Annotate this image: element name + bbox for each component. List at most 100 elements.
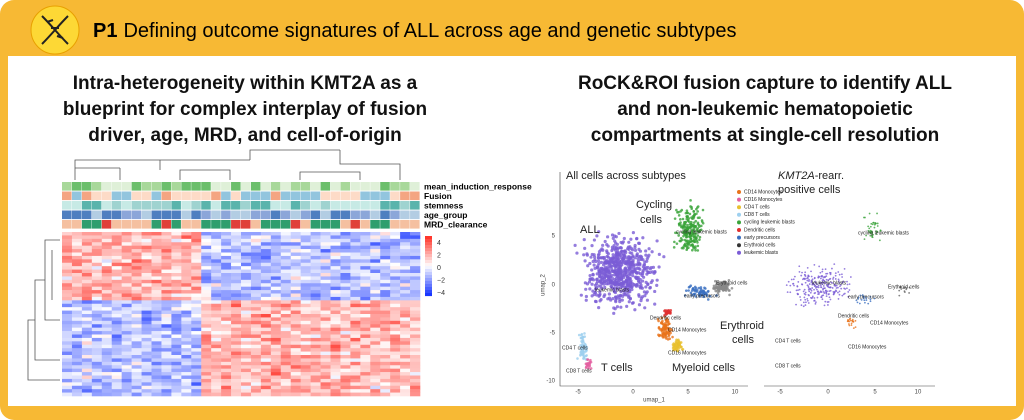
heatmap-cell [151, 273, 162, 277]
heatmap-cell [111, 320, 122, 325]
heatmap-cell [390, 276, 401, 281]
heatmap-cell [221, 293, 232, 298]
heatmap-cell [181, 283, 192, 287]
heatmap-cell [171, 334, 182, 339]
cell-point [840, 287, 843, 290]
annotation-cell [62, 210, 72, 220]
heatmap-cell [221, 303, 232, 308]
cell-point [796, 292, 799, 295]
annotation-cell [201, 210, 211, 220]
cell-point [810, 280, 813, 283]
cell-point [616, 277, 620, 281]
heatmap-cell [260, 238, 272, 243]
cell-point [830, 281, 832, 284]
cell-point [669, 331, 672, 335]
heatmap-cell [201, 372, 212, 376]
cell-point [870, 231, 873, 234]
heatmap-cell [320, 262, 331, 267]
heatmap-cell [201, 255, 212, 260]
heatmap-cell [260, 286, 272, 291]
heatmap-cell [350, 382, 361, 387]
heatmap-cell [390, 334, 401, 339]
heatmap-cell [410, 337, 421, 342]
heatmap-cell [211, 334, 222, 339]
cell-point [590, 294, 594, 298]
heatmap-cell [390, 245, 401, 250]
heatmap-cell [290, 317, 301, 322]
cell-point [694, 237, 698, 240]
cell-point [699, 228, 703, 232]
cell-point [624, 288, 628, 292]
cell-point [675, 208, 678, 212]
heatmap-cell [290, 242, 301, 246]
heatmap-cell [330, 365, 341, 369]
heatmap-cell [360, 378, 371, 383]
heatmap-cell [340, 378, 351, 383]
heatmap-cell [360, 266, 371, 270]
heatmap-cell [191, 361, 202, 366]
heatmap-cell [270, 286, 282, 291]
heatmap-cell [131, 392, 142, 397]
heatmap-cell [81, 259, 93, 264]
heatmap-cell [350, 365, 361, 369]
heatmap-cell [360, 337, 371, 342]
x-tick-label: -5 [777, 390, 783, 396]
heatmap-cell [260, 344, 272, 349]
heatmap-cell [310, 276, 321, 281]
annotation-cell [330, 201, 341, 210]
cell-point [832, 276, 835, 279]
cell-point [611, 269, 615, 273]
y-tick-label: 0 [552, 283, 556, 289]
cluster-label: CD16 Monocytes [668, 350, 707, 356]
cell-point [644, 280, 648, 284]
annotation-cell [131, 182, 142, 191]
heatmap-cell [101, 392, 113, 397]
heatmap-cell [290, 276, 301, 281]
heatmap-cell [221, 327, 232, 332]
region-label: Erythroid [720, 320, 764, 332]
heatmap-cell [360, 355, 371, 359]
heatmap-cell [231, 368, 242, 373]
heatmap-cell [101, 249, 113, 253]
heatmap-cell [111, 378, 122, 383]
annotation-cell [121, 220, 132, 229]
heatmap-cell [340, 327, 351, 332]
heatmap-cell [161, 259, 172, 264]
cell-point [657, 252, 661, 256]
cell-point [589, 255, 593, 259]
heatmap-cell [71, 378, 83, 383]
annotation-cell [211, 201, 221, 210]
cell-point [645, 298, 650, 302]
heatmap-cell [151, 334, 162, 339]
heatmap-cell [201, 355, 212, 359]
heatmap-cell [270, 259, 282, 264]
annotation-cell [91, 210, 102, 220]
cell-point [617, 275, 621, 279]
heatmap-cell [390, 290, 401, 294]
annotation-cell [101, 191, 112, 201]
scale-tick: −2 [437, 277, 445, 284]
annotation-cell [131, 210, 142, 220]
heatmap-cell [181, 249, 192, 253]
heatmap-cell [131, 307, 142, 311]
heatmap-cell [131, 341, 142, 346]
annotation-cell [171, 191, 181, 201]
heatmap-cell [62, 385, 73, 390]
heatmap-cell [121, 375, 132, 380]
heatmap-cell [141, 314, 152, 318]
heatmap-cell [300, 266, 311, 270]
heatmap-cell [250, 324, 262, 328]
heatmap-cell [231, 255, 242, 260]
heatmap-cell [340, 269, 351, 274]
heatmap-cell [390, 358, 401, 363]
cell-point [604, 274, 608, 278]
cell-point [802, 277, 805, 280]
annotation-cell [231, 191, 241, 201]
heatmap-cell [121, 252, 132, 257]
heatmap-cell [62, 389, 73, 393]
heatmap-cell [211, 348, 222, 352]
heatmap-cell [211, 293, 222, 298]
x-axis-label: umap_1 [643, 398, 665, 404]
annotation-cell [81, 210, 92, 220]
cell-point [660, 334, 663, 337]
